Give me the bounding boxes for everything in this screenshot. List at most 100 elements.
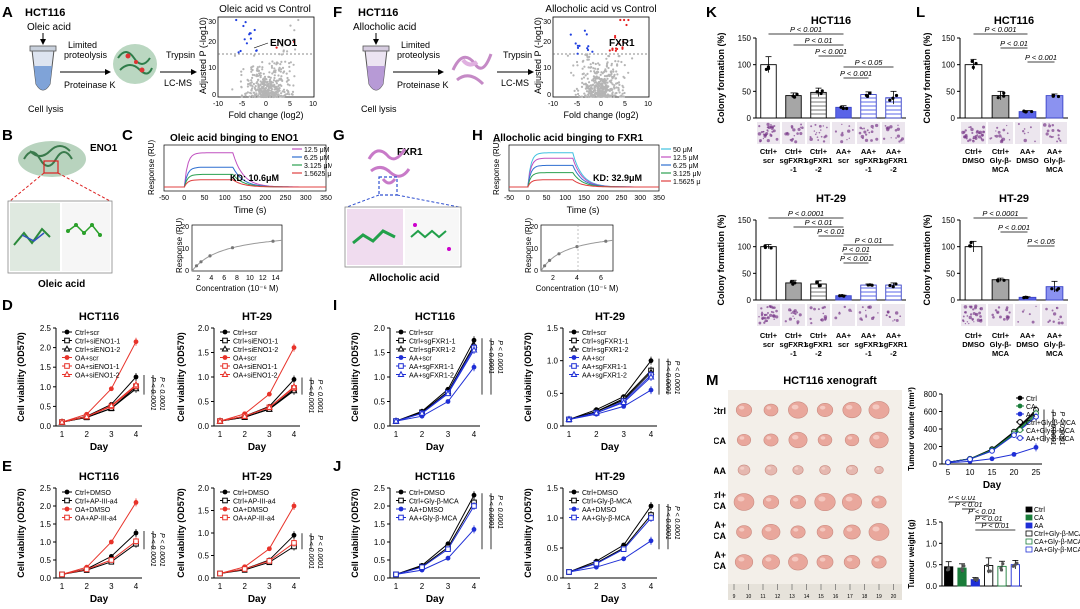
tumour-highlight — [874, 558, 880, 562]
replicate-dot — [868, 91, 872, 95]
colony — [968, 315, 972, 320]
data-point — [291, 540, 297, 546]
panel-f-cell-line: HCT116 — [358, 7, 398, 19]
colony-dish-image — [1015, 122, 1040, 144]
legend-label: AA+DMSO — [582, 507, 617, 514]
volcano-point — [576, 64, 579, 67]
spr-legend-label: 6.25 μM — [304, 155, 330, 162]
volcano-point — [255, 82, 258, 85]
volcano-point — [261, 61, 264, 64]
volcano-point — [581, 67, 584, 70]
dish-background — [1015, 304, 1040, 326]
y-tick-label: 2.5 — [40, 324, 52, 333]
data-point — [64, 329, 70, 335]
x-tick-label: 4 — [472, 430, 477, 439]
legend-label: AA+Gly-β-MCA — [582, 516, 631, 523]
colony — [965, 137, 968, 140]
y-tick-label: 800 — [924, 390, 938, 399]
y-tick-label: 1.0 — [374, 538, 386, 547]
tumour-specimen — [843, 555, 861, 569]
volcano-point — [235, 18, 238, 22]
volcano-point — [240, 70, 243, 73]
volcano-point — [605, 57, 608, 60]
p-value: P < 0.0001 — [307, 379, 314, 413]
category-label: -1 — [865, 349, 872, 358]
fit-h-ytick: 10 — [530, 246, 538, 253]
p-value: P < 0.001 — [998, 223, 1030, 232]
volcano-point — [251, 95, 254, 98]
data-point — [571, 514, 577, 521]
volcano-point — [617, 81, 621, 84]
ruler-label: 16 — [833, 594, 839, 600]
colony — [968, 322, 970, 325]
data-point — [471, 527, 477, 532]
data-point — [291, 377, 297, 382]
data-point — [222, 355, 228, 360]
volcano-a-ytick: 0 — [212, 92, 216, 99]
colony-dish-image — [807, 304, 830, 326]
p-value: P < 0.01 — [968, 507, 996, 516]
panel-a-cell-line: HCT116 — [25, 7, 65, 19]
data-point — [221, 370, 229, 377]
series-line — [568, 372, 652, 420]
xenograft-row-label: Gly-β-MCA — [714, 501, 726, 511]
colony — [966, 321, 969, 323]
data-point — [1011, 432, 1017, 439]
colony — [884, 125, 887, 127]
replicate-dot — [1002, 94, 1006, 98]
volcano-point — [613, 84, 616, 87]
volcano-point — [576, 46, 580, 50]
y-tick-label: 400 — [924, 425, 938, 434]
data-point — [571, 489, 577, 495]
replicate-dot — [815, 280, 819, 284]
colony — [790, 125, 794, 128]
replicate-dot — [766, 65, 771, 69]
volcano-point — [578, 44, 581, 48]
volcano-point — [605, 75, 608, 78]
spr-legend-label: 6.25 μM — [673, 163, 699, 170]
colony — [895, 319, 899, 322]
legend-label: Ctrl+DMSO — [75, 490, 112, 497]
volcano-point — [288, 62, 291, 65]
y-tick-label: 1.0 — [374, 373, 386, 382]
colony-dish-image — [882, 122, 905, 144]
volcano-point — [576, 44, 579, 47]
x-tick-label: 1 — [567, 582, 572, 591]
colony — [1005, 306, 1009, 309]
colony — [775, 315, 779, 319]
replicate-dot — [1024, 295, 1028, 299]
volcano-point — [263, 89, 266, 92]
replicate-dot — [1002, 278, 1006, 282]
colony — [1021, 310, 1025, 313]
volcano-point — [253, 28, 256, 32]
colony — [816, 136, 819, 138]
volcano-point — [631, 57, 634, 60]
panel-label-b: B — [2, 127, 13, 144]
colony — [1031, 320, 1035, 324]
colony-dish-image — [1042, 122, 1067, 144]
p-value: P < 0.05 — [855, 58, 884, 67]
volcano-point — [268, 78, 272, 81]
replicate-dot — [971, 65, 975, 69]
y-tick-label: 1.0 — [40, 538, 52, 547]
y-tick-label: 1.5 — [40, 520, 52, 529]
category-label: sgFXR1 — [855, 340, 883, 349]
y-tick-label: 2.0 — [40, 502, 52, 511]
series-line — [395, 529, 475, 575]
colony — [994, 309, 998, 312]
y-tick-label: 1.0 — [547, 514, 559, 523]
data-point — [222, 489, 228, 495]
fit-xtick: 10 — [246, 275, 254, 282]
colony — [1002, 317, 1006, 321]
y-tick-label: 50 — [742, 269, 751, 278]
x-tick-label: 4 — [649, 430, 654, 439]
colony — [982, 130, 985, 134]
colony — [764, 317, 767, 320]
colony — [817, 308, 820, 311]
volcano-a-xtick: -5 — [239, 101, 245, 108]
volcano-point — [611, 48, 614, 52]
volcano-point — [616, 73, 619, 76]
colony-dish-image — [857, 122, 880, 144]
category-label: AA+ — [1020, 147, 1036, 156]
category-label: Gly-β- — [990, 340, 1012, 349]
